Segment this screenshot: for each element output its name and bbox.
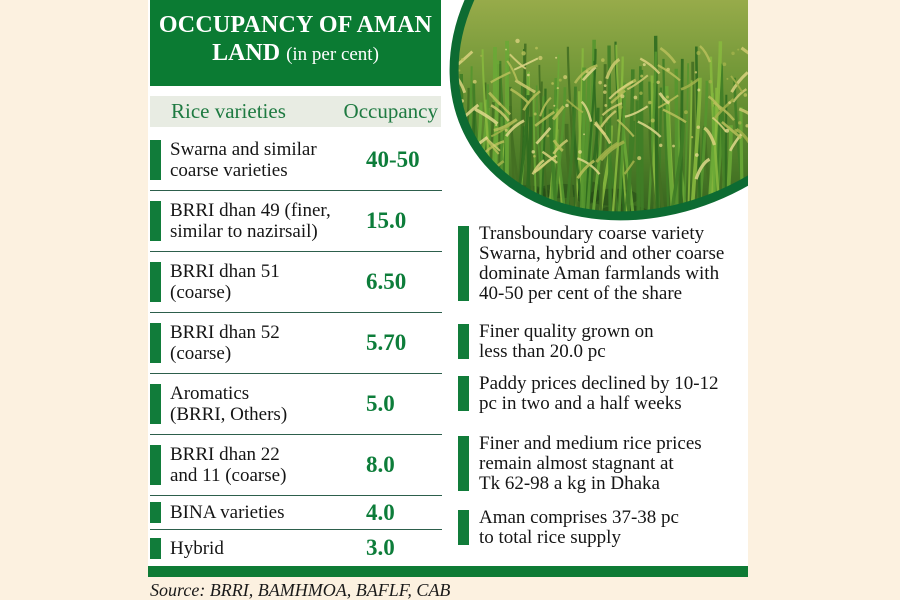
row-marker-icon [150, 262, 161, 302]
variety-label: Hybrid [170, 537, 224, 559]
row-marker-icon [150, 323, 161, 363]
variety-label: BRRI dhan 52 (coarse) [170, 322, 280, 364]
content-panel: OCCUPANCY OF AMAN LAND (in per cent) [148, 0, 748, 577]
fact-text: Transboundary coarse variety Swarna, hyb… [479, 223, 725, 304]
occupancy-value: 8.0 [366, 452, 395, 477]
row-marker-icon [150, 201, 161, 241]
variety-label: Aromatics (BRRI, Others) [170, 383, 288, 425]
occupancy-value: 5.0 [366, 391, 395, 416]
occupancy-value: 4.0 [366, 499, 395, 525]
fact-item: Finer and medium rice prices remain almo… [458, 434, 702, 494]
table-row: Hybrid 3.0 [150, 530, 442, 566]
occupancy-value: 40-50 [366, 147, 420, 172]
row-marker-icon [150, 445, 161, 485]
occupancy-value: 6.50 [366, 269, 407, 294]
photo-ellipse-border [449, 0, 748, 221]
row-marker-icon [150, 537, 161, 559]
table-header-row: Rice varieties Occupancy [150, 96, 441, 127]
fact-text: Finer quality grown on less than 20.0 pc [479, 321, 654, 362]
column-header-variety: Rice varieties [171, 99, 286, 123]
occupancy-value: 3.0 [366, 535, 395, 560]
bullet-marker-icon [458, 376, 469, 411]
fact-item: Transboundary coarse variety Swarna, hyb… [458, 224, 724, 304]
variety-label: BRRI dhan 49 (finer, similar to nazirsai… [170, 200, 331, 242]
occupancy-value: 5.70 [366, 330, 407, 355]
title-line2-bold: LAND [212, 40, 281, 66]
table-row: BRRI dhan 22 and 11 (coarse) 8.0 [150, 435, 442, 496]
fact-text: Finer and medium rice prices remain almo… [479, 433, 702, 494]
variety-table: Swarna and similar coarse varieties 40-5… [150, 130, 442, 566]
table-row: Swarna and similar coarse varieties 40-5… [150, 130, 442, 191]
variety-label: BRRI dhan 22 and 11 (coarse) [170, 444, 287, 486]
bullet-marker-icon [458, 510, 469, 545]
title-line1: OCCUPANCY OF AMAN [158, 12, 433, 38]
column-header-occupancy: Occupancy [343, 99, 438, 123]
rice-field-photo [448, 0, 748, 230]
fact-text: Aman comprises 37-38 pc to total rice su… [479, 507, 679, 548]
row-marker-icon [150, 502, 161, 523]
bottom-accent-bar [148, 566, 748, 577]
table-row: BINA varieties 4.0 [150, 496, 442, 530]
fact-item: Finer quality grown on less than 20.0 pc [458, 322, 654, 362]
bullet-marker-icon [458, 226, 469, 301]
occupancy-value: 15.0 [366, 208, 407, 233]
table-row: BRRI dhan 49 (finer, similar to nazirsai… [150, 191, 442, 252]
table-row: BRRI dhan 51 (coarse) 6.50 [150, 252, 442, 313]
fact-item: Aman comprises 37-38 pc to total rice su… [458, 508, 679, 548]
variety-label: BRRI dhan 51 (coarse) [170, 261, 280, 303]
title-block: OCCUPANCY OF AMAN LAND (in per cent) [150, 0, 441, 86]
title-unit-note: (in per cent) [286, 44, 379, 65]
row-marker-icon [150, 140, 161, 180]
table-row: BRRI dhan 52 (coarse) 5.70 [150, 313, 442, 374]
row-marker-icon [150, 384, 161, 424]
table-row: Aromatics (BRRI, Others) 5.0 [150, 374, 442, 435]
fact-text: Paddy prices declined by 10-12 pc in two… [479, 373, 719, 414]
variety-label: BINA varieties [170, 502, 285, 523]
variety-label: Swarna and similar coarse varieties [170, 139, 317, 181]
title-line2: LAND (in per cent) [150, 40, 441, 67]
bullet-marker-icon [458, 436, 469, 491]
bullet-marker-icon [458, 324, 469, 359]
fact-item: Paddy prices declined by 10-12 pc in two… [458, 374, 719, 414]
source-line: Source: BRRI, BAMHMOA, BAFLF, CAB [150, 580, 451, 600]
